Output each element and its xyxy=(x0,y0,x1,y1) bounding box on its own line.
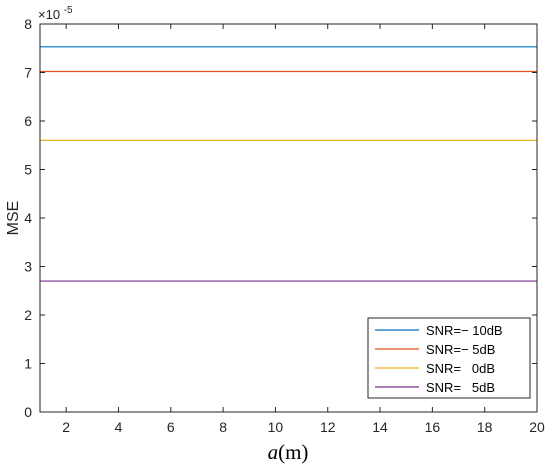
y-tick-label-7: 7 xyxy=(24,65,32,81)
x-tick-label-0: 2 xyxy=(62,419,70,435)
y-tick-label-0: 0 xyxy=(24,404,32,420)
y-axis-label: MSE xyxy=(5,201,22,236)
x-tick-label-7: 16 xyxy=(425,419,441,435)
y-tick-label-3: 3 xyxy=(24,259,32,275)
y-tick-label-4: 4 xyxy=(24,210,32,226)
legend: SNR=− 10dB SNR=− 5dB SNR= 0dB SNR= 5dB xyxy=(367,317,531,399)
x-tick-label-9: 20 xyxy=(529,419,545,435)
y-tick-label-2: 2 xyxy=(24,307,32,323)
legend-box xyxy=(367,317,531,399)
x-tick-label-2: 6 xyxy=(167,419,175,435)
y-exponent-base: ×10 xyxy=(38,7,60,22)
series-layer xyxy=(40,46,537,282)
x-axis: 2 4 6 8 10 12 14 16 18 20 xyxy=(62,24,545,435)
x-axis-label-unit: (m) xyxy=(278,440,308,464)
x-tick-label-8: 18 xyxy=(477,419,493,435)
legend-label-1: SNR=− 10dB xyxy=(426,323,503,338)
y-exponent-label: ×10 -5 xyxy=(38,5,73,22)
y-axis: 0 1 2 3 4 5 6 7 8 xyxy=(24,16,537,420)
x-tick-label-1: 4 xyxy=(115,419,123,435)
x-axis-label: a(m) xyxy=(268,440,309,464)
x-tick-label-4: 10 xyxy=(268,419,284,435)
legend-label-2: SNR=− 5dB xyxy=(426,342,495,357)
x-tick-label-6: 14 xyxy=(372,419,388,435)
y-tick-label-6: 6 xyxy=(24,113,32,129)
y-exponent-power: -5 xyxy=(64,5,73,16)
x-tick-label-5: 12 xyxy=(320,419,336,435)
y-tick-label-5: 5 xyxy=(24,162,32,178)
legend-label-4: SNR= 5dB xyxy=(426,380,495,395)
x-tick-label-3: 8 xyxy=(219,419,227,435)
x-axis-label-italic: a xyxy=(268,440,279,464)
y-tick-label-1: 1 xyxy=(24,356,32,372)
legend-label-3: SNR= 0dB xyxy=(426,361,495,376)
y-tick-label-8: 8 xyxy=(24,16,32,32)
